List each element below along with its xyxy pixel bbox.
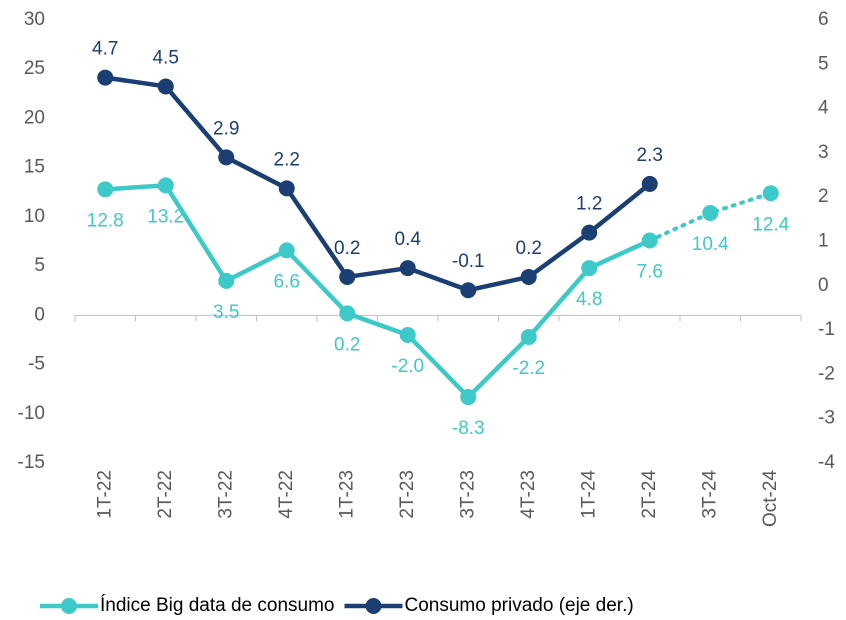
point [581, 260, 598, 277]
value-label: 0.2 [516, 238, 542, 259]
y-tick-label: 10 [24, 206, 45, 227]
y-tick-label: 25 [24, 58, 45, 79]
point [520, 328, 537, 345]
x-tick-label: 1T-24 [578, 470, 599, 519]
point [460, 389, 477, 406]
value-label: 1.2 [576, 194, 602, 215]
y2-tick-label: -3 [818, 408, 835, 429]
point [460, 282, 477, 299]
x-tick-label: 2T-23 [397, 470, 418, 519]
y-tick-label: -10 [18, 403, 45, 424]
value-label: 12.8 [87, 210, 124, 231]
point [399, 260, 416, 277]
value-label: 4.5 [153, 47, 179, 68]
point [702, 204, 719, 221]
y2-tick-label: -1 [818, 319, 835, 340]
value-label: 0.4 [395, 229, 422, 250]
y-tick-label: 15 [24, 157, 45, 178]
point [157, 78, 174, 95]
point [339, 268, 356, 285]
value-label: -2.2 [512, 358, 545, 379]
legend-label: Índice Big data de consumo [100, 595, 335, 616]
point [97, 181, 114, 198]
y-tick-label: -5 [28, 354, 45, 375]
x-tick-label: Oct-24 [760, 470, 781, 527]
y2-tick-label: -2 [818, 363, 835, 384]
x-tick-label: 1T-23 [336, 470, 357, 519]
value-label: -0.1 [452, 251, 485, 272]
y2-tick-label: 4 [818, 98, 829, 119]
value-label: -8.3 [452, 418, 485, 439]
value-label: 6.6 [274, 271, 300, 292]
point [97, 69, 114, 86]
value-label: 0.2 [334, 334, 360, 355]
point [520, 268, 537, 285]
value-label: 13.2 [147, 206, 184, 227]
x-tick-label: 3T-22 [215, 470, 236, 519]
legend-marker [61, 598, 77, 614]
y2-tick-label: 5 [818, 53, 829, 74]
y-tick-label: 30 [24, 9, 45, 30]
value-label: 2.2 [274, 149, 300, 170]
x-tick-label: 2T-24 [639, 470, 660, 519]
point [339, 305, 356, 322]
point [218, 272, 235, 289]
y2-tick-label: 3 [818, 142, 829, 163]
value-label: 2.9 [213, 118, 239, 139]
value-label: 12.4 [752, 214, 789, 235]
series-line [103, 75, 652, 293]
point [762, 185, 779, 202]
y-tick-label: 5 [34, 255, 45, 276]
x-tick-label: 2T-22 [155, 470, 176, 519]
y2-tick-label: 0 [818, 275, 829, 296]
y2-tick-label: 2 [818, 186, 829, 207]
value-label: -2.0 [391, 356, 424, 377]
point [641, 175, 658, 192]
value-label: 7.6 [637, 262, 663, 283]
point [581, 224, 598, 241]
point [278, 180, 295, 197]
legend-marker [365, 598, 382, 614]
y2-tick-label: 6 [818, 9, 829, 30]
y2-tick-label: -4 [818, 452, 835, 473]
point [399, 327, 416, 344]
point [641, 232, 658, 249]
y-tick-label: 20 [24, 107, 45, 128]
value-label: 3.5 [213, 302, 239, 323]
y2-tick-label: 1 [818, 231, 829, 252]
x-tick-label: 3T-24 [699, 470, 720, 519]
y-tick-label: 0 [34, 304, 45, 325]
series-line [103, 183, 652, 400]
x-tick-label: 1T-22 [94, 470, 115, 519]
value-label: 4.7 [92, 39, 118, 60]
value-label: 2.3 [637, 145, 663, 166]
point [218, 149, 235, 166]
x-tick-label: 4T-23 [518, 470, 539, 519]
point [157, 177, 174, 194]
legend-label: Consumo privado (eje der.) [405, 595, 634, 616]
y-tick-label: -15 [18, 452, 45, 473]
x-tick-label: 4T-22 [276, 470, 297, 519]
point [278, 242, 295, 259]
value-label: 4.8 [576, 289, 602, 310]
value-label: 0.2 [334, 238, 360, 259]
x-tick-label: 3T-23 [457, 470, 478, 519]
value-label: 10.4 [692, 234, 729, 255]
